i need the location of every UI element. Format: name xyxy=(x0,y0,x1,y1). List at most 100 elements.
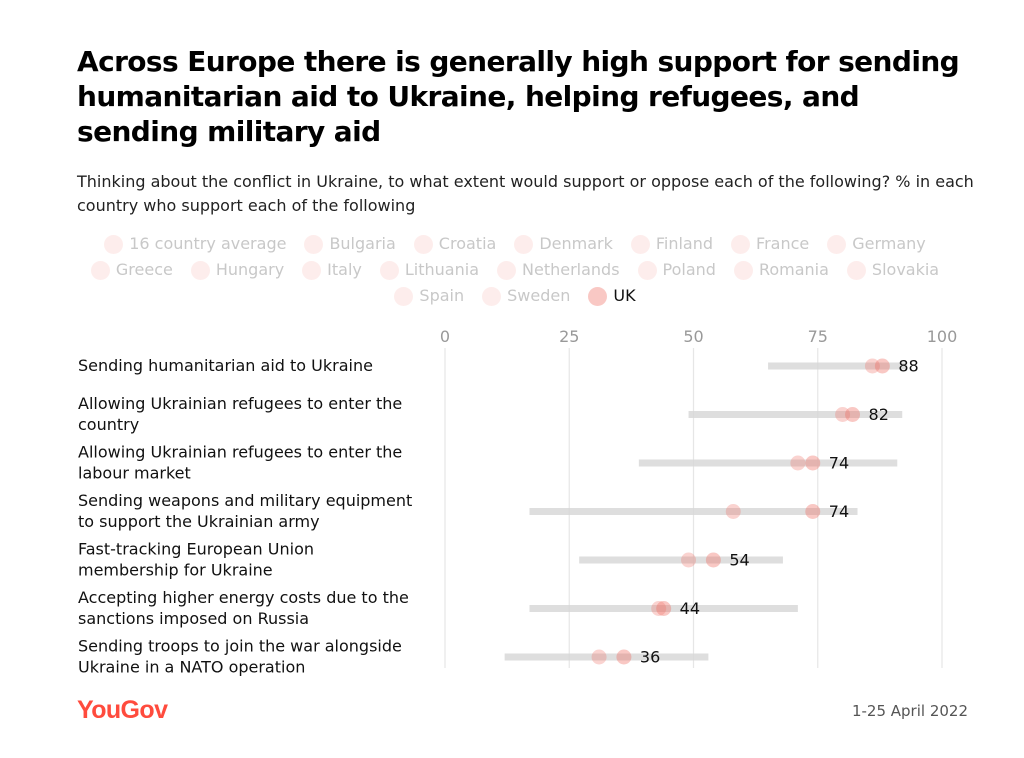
category-label: Sending humanitarian aid to Ukraine xyxy=(78,356,373,375)
legend-item[interactable]: Greece xyxy=(90,259,173,281)
uk-value-label: 44 xyxy=(680,599,700,618)
category-label: Sending weapons and military equipment to… xyxy=(78,491,412,531)
legend-item[interactable]: France xyxy=(731,233,809,255)
legend-label: Poland xyxy=(662,260,716,279)
uk-value-label: 88 xyxy=(898,357,918,376)
average-dot xyxy=(591,649,607,665)
legend-label: France xyxy=(756,234,810,253)
legend: 16 country average Bulgaria Croatia Denmark… xyxy=(80,233,950,307)
x-tick-label: 0 xyxy=(440,327,450,346)
category-label: Fast-tracking European Union membership f… xyxy=(78,540,314,580)
legend-dot xyxy=(394,286,414,306)
uk-value-label: 36 xyxy=(640,648,660,667)
category-label-line: Fast-tracking European Union xyxy=(78,540,314,559)
legend-label: 16 country average xyxy=(129,234,287,253)
category-label-line: Allowing Ukrainian refugees to enter the xyxy=(78,443,402,462)
legend-label: UK xyxy=(613,286,636,305)
average-dot xyxy=(681,552,697,568)
legend-label: Spain xyxy=(419,286,465,305)
x-tick-label: 25 xyxy=(559,327,579,346)
legend-dot xyxy=(733,260,753,280)
legend-dot xyxy=(637,260,657,280)
legend-item[interactable]: Netherlands xyxy=(497,259,620,281)
uk-value-label: 82 xyxy=(869,405,889,424)
legend-item[interactable]: Slovakia xyxy=(846,259,940,281)
legend-dot xyxy=(731,234,751,254)
legend-item[interactable]: 16 country average xyxy=(104,233,286,255)
legend-dot xyxy=(630,234,650,254)
category-label-line: Sending humanitarian aid to Ukraine xyxy=(78,356,373,375)
legend-item[interactable]: Finland xyxy=(630,233,714,255)
legend-item[interactable]: Croatia xyxy=(413,233,497,255)
legend-dot xyxy=(302,260,322,280)
category-label-line: sanctions imposed on Russia xyxy=(78,609,309,628)
legend-item[interactable]: Poland xyxy=(637,259,716,281)
average-dot xyxy=(725,504,741,519)
legend-item[interactable]: Romania xyxy=(733,259,829,281)
average-dot xyxy=(651,601,667,616)
category-label-line: membership for Ukraine xyxy=(78,561,273,580)
chart-area: 0 25 50 75 100 Sending humanitarian aid to Uk… xyxy=(78,327,958,677)
legend-label: Germany xyxy=(852,234,926,253)
uk-dot xyxy=(705,552,721,568)
uk-value-label: 74 xyxy=(829,502,849,521)
average-dot xyxy=(835,407,851,422)
legend-item[interactable]: Denmark xyxy=(514,233,613,255)
category-label: Sending troops to join the war alongside… xyxy=(78,637,402,677)
legend-dot xyxy=(827,234,847,254)
legend-item[interactable]: UK xyxy=(588,285,636,307)
legend-label: Greece xyxy=(115,260,173,279)
legend-dot xyxy=(90,260,110,280)
average-dot xyxy=(790,455,806,471)
uk-dot xyxy=(616,649,632,665)
legend-label: Netherlands xyxy=(522,260,620,279)
legend-dot xyxy=(379,260,399,280)
average-dot xyxy=(864,358,880,374)
uk-dot xyxy=(656,601,672,616)
category-label-line: to support the Ukrainian army xyxy=(78,512,320,531)
legend-dot xyxy=(413,234,433,254)
yougov-logo: YouGov xyxy=(77,696,168,724)
uk-value-label: 74 xyxy=(829,454,849,473)
category-label: Allowing Ukrainian refugees to enter the… xyxy=(78,443,402,483)
legend-dot xyxy=(104,234,124,254)
legend-label: Slovakia xyxy=(871,260,940,279)
legend-item[interactable]: Lithuania xyxy=(379,259,479,281)
uk-dot xyxy=(845,407,861,422)
survey-date: 1-25 April 2022 xyxy=(851,702,968,720)
chart-title: Across Europe there is generally high su… xyxy=(77,45,960,148)
legend-label: Finland xyxy=(655,234,714,253)
legend-label: Croatia xyxy=(438,234,497,253)
category-label-line: Ukraine in a NATO operation xyxy=(78,658,305,677)
legend-label: Lithuania xyxy=(404,260,479,279)
category-label: Accepting higher energy costs due to the… xyxy=(78,588,409,628)
legend-label: Bulgaria xyxy=(329,234,396,253)
category-label: Allowing Ukrainian refugees to enter the… xyxy=(78,394,402,434)
category-label-line: Accepting higher energy costs due to the xyxy=(78,588,409,607)
legend-item[interactable]: Hungary xyxy=(190,259,284,281)
legend-item[interactable]: Spain xyxy=(394,285,464,307)
legend-label: Italy xyxy=(327,260,362,279)
uk-dot xyxy=(805,455,821,471)
legend-dot xyxy=(497,260,516,280)
legend-label: Romania xyxy=(758,260,829,279)
legend-dot xyxy=(304,234,324,254)
legend-label: Sweden xyxy=(507,286,571,305)
legend-dot xyxy=(190,260,210,280)
legend-dot xyxy=(588,286,608,306)
category-label-line: country xyxy=(78,415,139,434)
category-label-line: Allowing Ukrainian refugees to enter the xyxy=(78,394,402,413)
legend-item[interactable]: Italy xyxy=(302,259,362,281)
x-tick-label: 100 xyxy=(927,327,958,346)
legend-dot xyxy=(846,260,866,280)
legend-dot xyxy=(514,234,534,254)
legend-item[interactable]: Sweden xyxy=(482,285,570,307)
legend-item[interactable]: Bulgaria xyxy=(304,233,396,255)
legend-dot xyxy=(482,286,502,306)
category-label-line: Sending troops to join the war alongside xyxy=(78,637,402,656)
uk-dot xyxy=(805,504,821,519)
uk-value-label: 54 xyxy=(729,551,749,570)
category-label-line: Sending weapons and military equipment xyxy=(78,491,412,510)
uk-dot xyxy=(874,358,890,374)
legend-item[interactable]: Germany xyxy=(827,233,926,255)
